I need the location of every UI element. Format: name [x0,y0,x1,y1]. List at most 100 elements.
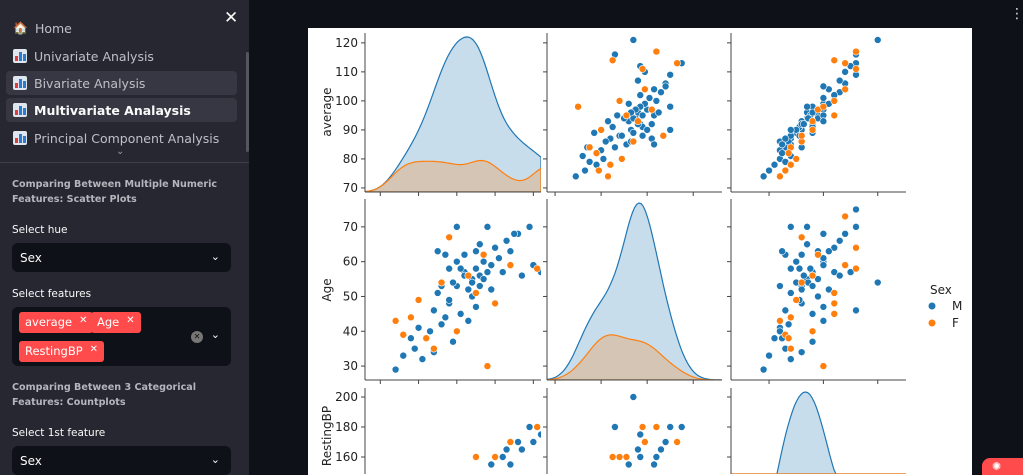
point-F [391,317,400,325]
point-M [781,306,790,315]
point-M [618,131,626,140]
chevron-down-icon: ⌄ [210,453,220,466]
panel-Age-vs-average [364,199,541,381]
point-M [479,257,488,266]
nav-home[interactable]: 🏠 Home [6,16,237,40]
remove-tag-icon[interactable]: ✕ [89,344,99,355]
panel-content [731,391,906,474]
point-M [819,303,828,311]
point-M [585,158,594,166]
point-M [765,351,773,360]
y-tick-label: 80 [343,152,358,166]
point-M [814,275,822,283]
point-M [776,282,784,290]
point-M [514,438,522,446]
point-M [525,223,534,231]
point-M [638,131,647,140]
point-F [786,160,795,169]
panel-content [472,423,541,469]
nav-label: Principal Component Analysis [34,130,220,146]
y-tick-label: 180 [335,420,358,434]
point-F [606,160,615,169]
point-M [808,337,817,346]
panel-average-vs-Age [546,33,722,193]
point-M [800,120,808,128]
caption-scatter: Comparing Between Multiple Numeric Featu… [12,179,218,205]
sidebar-scrollbar[interactable] [246,52,249,152]
point-M [430,306,438,315]
expand-nav-chevron-icon[interactable]: ⌄ [116,146,125,157]
clear-all-icon[interactable]: ✕ [191,331,203,343]
point-M [441,250,450,259]
feature-tag[interactable]: Age ✕ [91,312,141,333]
point-M [487,460,496,469]
nav-bivariate[interactable]: Bivariate Analysis [6,71,237,95]
point-M [666,102,674,111]
y-tick-label: 50 [343,289,358,303]
main-menu-icon[interactable]: ⋮ [1010,6,1023,22]
point-F [506,438,515,446]
point-M [410,344,419,353]
point-F [659,131,668,140]
point-M [483,223,492,231]
nav-pca[interactable]: Principal Component Analysis [6,126,237,150]
bar-chart-icon [13,49,27,63]
point-M [677,423,686,431]
point-F [622,453,631,461]
panel-content [571,36,686,181]
point-M [449,278,457,287]
features-label: Select features [12,288,92,300]
y-tick-label: 100 [335,94,358,108]
point-M [611,423,619,431]
point-F [399,330,408,339]
chevron-down-icon[interactable]: ⌄ [210,328,220,341]
point-F [841,85,849,94]
point-M [613,111,622,120]
point-M [498,268,507,276]
point-M [624,460,633,469]
point-F [673,59,681,67]
streamlit-status-button[interactable]: ✺ [982,458,1023,475]
point-F [585,143,594,152]
point-F [533,423,541,431]
nav-multivariate[interactable]: Multivariate Analaysis [6,98,237,122]
point-F [808,126,817,134]
first-feature-select[interactable]: Sex ⌄ [12,446,231,475]
first-feature-value: Sex [20,454,42,468]
point-F [652,423,661,431]
feature-tag[interactable]: RestingBP ✕ [19,341,105,362]
point-M [608,123,617,131]
point-M [495,254,503,262]
remove-tag-icon[interactable]: ✕ [126,315,135,326]
panel-RestingBP-vs-RestingBP [730,388,906,474]
point-F [819,102,828,111]
point-M [759,365,768,374]
panel-content [759,205,882,374]
point-F [407,313,415,322]
point-F [830,310,839,318]
chevron-down-icon: ⌄ [210,250,220,263]
panel-RestingBP-vs-average [364,388,541,474]
remove-tag-icon[interactable]: ✕ [79,315,88,326]
close-sidebar-icon[interactable]: ✕ [224,8,239,28]
nav-label: Univariate Analysis [34,48,154,64]
features-multiselect[interactable]: average ✕ Age ✕ RestingBP ✕ ✕ ⌄ [12,307,231,366]
point-M [765,166,773,175]
point-M [841,230,849,238]
point-M [852,306,860,315]
point-M [611,143,619,152]
tag-label: Age [97,315,120,329]
point-F [830,111,839,120]
feature-tag[interactable]: average ✕ [19,312,94,333]
point-M [797,348,806,356]
point-M [634,76,642,85]
sidebar: ✕ 🏠 Home Univariate Analysis Bivariate An… [0,0,249,475]
legend-label: M [952,299,962,313]
nav-univariate[interactable]: Univariate Analysis [6,44,237,68]
hue-select[interactable]: Sex ⌄ [12,243,231,272]
tag-label: average [25,315,73,329]
point-F [641,85,649,94]
y-tick-label: 110 [335,65,358,79]
point-M [636,430,645,439]
point-M [502,445,511,454]
